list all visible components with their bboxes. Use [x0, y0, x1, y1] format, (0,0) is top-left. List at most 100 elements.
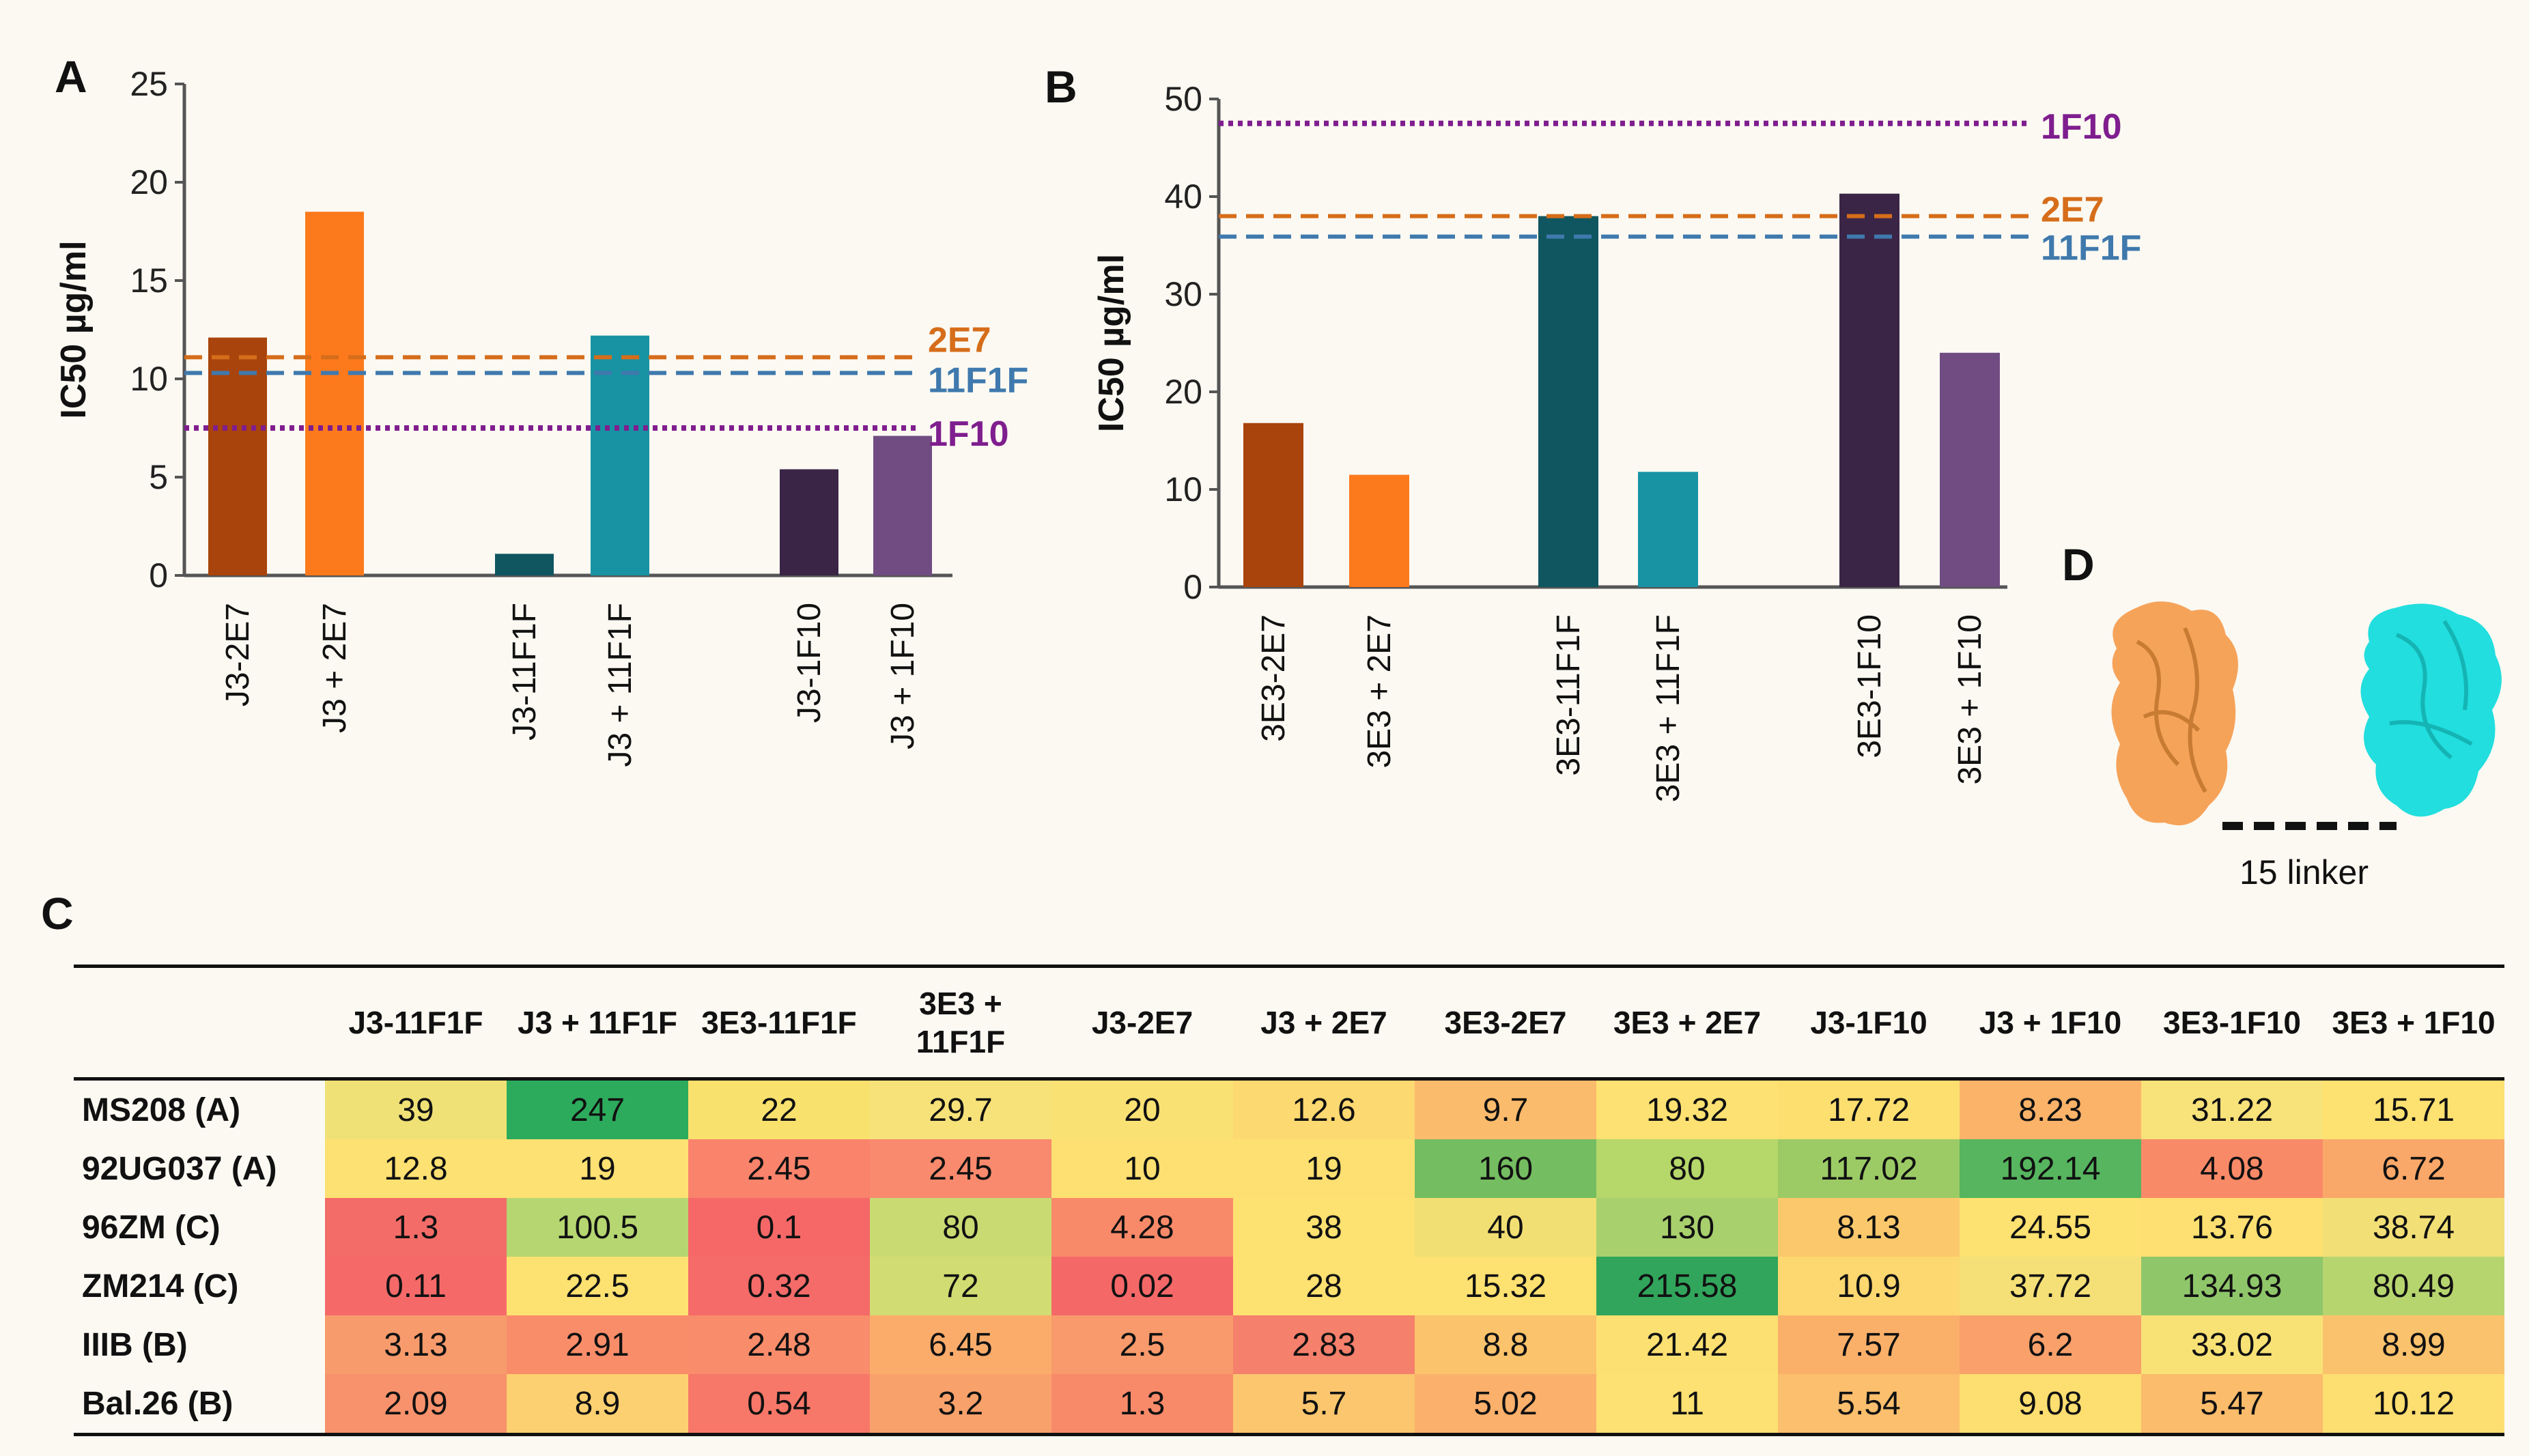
y-axis-label: IC50 µg/ml: [1092, 254, 1131, 432]
panel-c-label: C: [41, 888, 74, 939]
heatmap-cell: 15.32: [1415, 1257, 1596, 1315]
column-header: 3E3-1F10: [2141, 965, 2323, 1081]
heatmap-cell: 2.48: [688, 1315, 870, 1374]
y-tick-label: 15: [130, 261, 168, 300]
y-tick-label: 0: [1183, 568, 1202, 606]
reference-label-1f10: 1F10: [2041, 107, 2122, 147]
heatmap-cell: 37.72: [1960, 1257, 2141, 1315]
panel-d-label: D: [2062, 539, 2095, 590]
column-header: J3-1F10: [1778, 965, 1960, 1081]
heatmap-cell: 9.7: [1415, 1079, 1596, 1139]
heatmap-cell: 0.02: [1051, 1257, 1233, 1315]
x-category-label: 3E3 + 11F1F: [1650, 614, 1686, 802]
reference-label-2e7: 2E7: [2041, 190, 2104, 230]
heatmap-cell: 2.45: [688, 1139, 870, 1198]
heatmap-cell: 39: [325, 1079, 507, 1139]
y-tick-label: 5: [149, 458, 168, 496]
column-header: J3 + 11F1F: [507, 965, 688, 1081]
heatmap-cell: 11: [1596, 1374, 1778, 1436]
heatmap-cell: 192.14: [1960, 1139, 2141, 1198]
table-row: MS208 (A) 39 247 22 29.7 20 12.6 9.7 19.32 17.72 8…: [74, 1079, 2504, 1139]
heatmap-cell: 38.74: [2323, 1198, 2504, 1257]
y-tick-label: 30: [1164, 275, 1202, 313]
heatmap-cell: 8.13: [1778, 1198, 1960, 1257]
heatmap-cell: 2.45: [870, 1139, 1051, 1198]
heatmap-cell: 19: [507, 1139, 688, 1198]
heatmap-cell: 3.2: [870, 1374, 1051, 1436]
heatmap-cell: 12.8: [325, 1139, 507, 1198]
heatmap-cell: 6.72: [2323, 1139, 2504, 1198]
x-category-label: J3 + 1F10: [885, 603, 921, 750]
heatmap-cell: 1.3: [1051, 1374, 1233, 1436]
heatmap-cell: 2.5: [1051, 1315, 1233, 1374]
heatmap-cell: 5.7: [1233, 1374, 1415, 1436]
panel-b-label: B: [1045, 61, 1077, 112]
column-header: J3-11F1F: [325, 965, 507, 1081]
y-tick-label: 0: [149, 556, 168, 595]
column-header: 3E3-2E7: [1415, 965, 1596, 1081]
reference-label-2e7: 2E7: [928, 320, 991, 360]
x-category-label: 3E3-2E7: [1256, 614, 1292, 742]
heatmap-cell: 80: [870, 1198, 1051, 1257]
bar-j3-11f1f: [495, 554, 554, 575]
column-header: 3E3-11F1F: [688, 965, 870, 1081]
heatmap-cell: 6.45: [870, 1315, 1051, 1374]
ic50-heatmap-table: J3-11F1F J3 + 11F1F 3E3-11F1F 3E3 + 11F1F J3…: [74, 965, 2504, 1436]
heatmap-cell: 40: [1415, 1198, 1596, 1257]
heatmap-cell: 2.91: [507, 1315, 688, 1374]
y-tick-label: 10: [1164, 470, 1202, 509]
heatmap-cell: 20: [1051, 1079, 1233, 1139]
y-tick-label: 10: [130, 360, 168, 398]
heatmap-cell: 10.9: [1778, 1257, 1960, 1315]
panel-b-chart: B 0 10 20 30 40 50 IC50 µg/ml 3E3-2E7 3E3 + 2E7 3…: [1045, 61, 2141, 802]
heatmap-cell: 160: [1415, 1139, 1596, 1198]
panel-a-label: A: [55, 51, 87, 102]
x-category-label: 3E3 + 1F10: [1952, 614, 1988, 785]
table-row: IIIB (B) 3.13 2.91 2.48 6.45 2.5 2.83 8.8 21.42 7…: [74, 1315, 2504, 1374]
heatmap-cell: 7.57: [1778, 1315, 1960, 1374]
bar-j3-1f10: [780, 469, 838, 575]
heatmap-cell: 3.13: [325, 1315, 507, 1374]
heatmap-cell: 117.02: [1778, 1139, 1960, 1198]
heatmap-cell: 4.08: [2141, 1139, 2323, 1198]
panel-a-chart: A 0 5 10 15 20 25 IC50 µg/ml J3-2E7 J3 + 2E7 J3-1…: [54, 51, 1028, 767]
table-row: 96ZM (C) 1.3 100.5 0.1 80 4.28 38 40 130 8.13 24.5…: [74, 1198, 2504, 1257]
bar-3e3-11f1f: [1538, 216, 1598, 588]
row-header: Bal.26 (B): [74, 1374, 325, 1436]
heatmap-cell: 100.5: [507, 1198, 688, 1257]
heatmap-cell: 4.28: [1051, 1198, 1233, 1257]
y-tick-label: 50: [1164, 80, 1202, 118]
row-header: ZM214 (C): [82, 1268, 239, 1304]
heatmap-cell: 215.58: [1596, 1257, 1778, 1315]
reference-label-11f1f: 11F1F: [928, 360, 1028, 400]
cyan-protein-structure: [2360, 603, 2502, 817]
bar-j3-2e7: [305, 212, 364, 575]
y-axis-label: IC50 µg/ml: [54, 240, 94, 418]
y-tick-label: 20: [1164, 373, 1202, 411]
x-category-label: J3-11F1F: [507, 603, 543, 741]
heatmap-cell: 21.42: [1596, 1315, 1778, 1374]
heatmap-cell: 134.93: [2141, 1257, 2323, 1315]
y-tick-label: 20: [130, 163, 168, 201]
y-tick-label: 40: [1164, 177, 1202, 216]
heatmap-cell: 247: [507, 1079, 688, 1139]
heatmap-cell: 22.5: [507, 1257, 688, 1315]
row-header: MS208 (A): [82, 1091, 241, 1128]
heatmap-cell: 5.54: [1778, 1374, 1960, 1436]
column-header: 3E3 + 2E7: [1596, 965, 1778, 1081]
x-category-label: J3-1F10: [791, 603, 828, 723]
heatmap-cell: 10.12: [2323, 1374, 2504, 1436]
x-category-label: J3-2E7: [220, 603, 256, 706]
bar-3e3-2e7: [1349, 474, 1409, 587]
reference-label-1f10: 1F10: [928, 414, 1009, 454]
heatmap-cell: 1.3: [325, 1198, 507, 1257]
heatmap-cell: 24.55: [1960, 1198, 2141, 1257]
bar-3e3-2e7: [1243, 423, 1303, 587]
heatmap-cell: 80.49: [2323, 1257, 2504, 1315]
heatmap-cell: 12.6: [1233, 1079, 1415, 1139]
x-category-label: 3E3-11F1F: [1551, 614, 1587, 776]
heatmap-cell: 8.8: [1415, 1315, 1596, 1374]
heatmap-cell: 9.08: [1960, 1374, 2141, 1436]
column-header: J3 + 1F10: [1960, 965, 2141, 1081]
bar-j3-1f10: [873, 436, 932, 575]
